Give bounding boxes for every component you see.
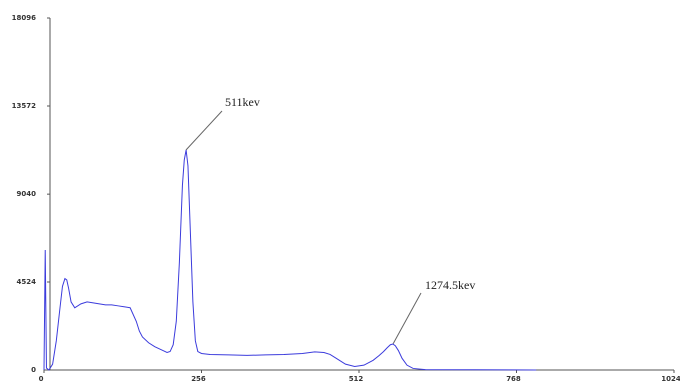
spectrum-line: [43, 149, 537, 371]
annotation: 511kev: [225, 95, 260, 109]
y-tick-label: 0: [31, 366, 36, 374]
x-tick-label: 1024: [661, 375, 680, 383]
annotation: 1274.5kev: [425, 278, 475, 292]
y-tick-label: 18096: [12, 14, 36, 22]
y-tick-label: 13572: [12, 102, 36, 110]
x-tick-label: 768: [506, 375, 521, 383]
annotation-leader: [392, 292, 422, 345]
x-tick-label: 256: [191, 375, 206, 383]
x-tick-label: 0: [39, 375, 44, 383]
y-tick-label: 9040: [17, 190, 37, 198]
annotation-leader: [185, 110, 223, 151]
x-tick-label: 512: [349, 375, 364, 383]
y-tick-label: 4524: [17, 278, 37, 286]
